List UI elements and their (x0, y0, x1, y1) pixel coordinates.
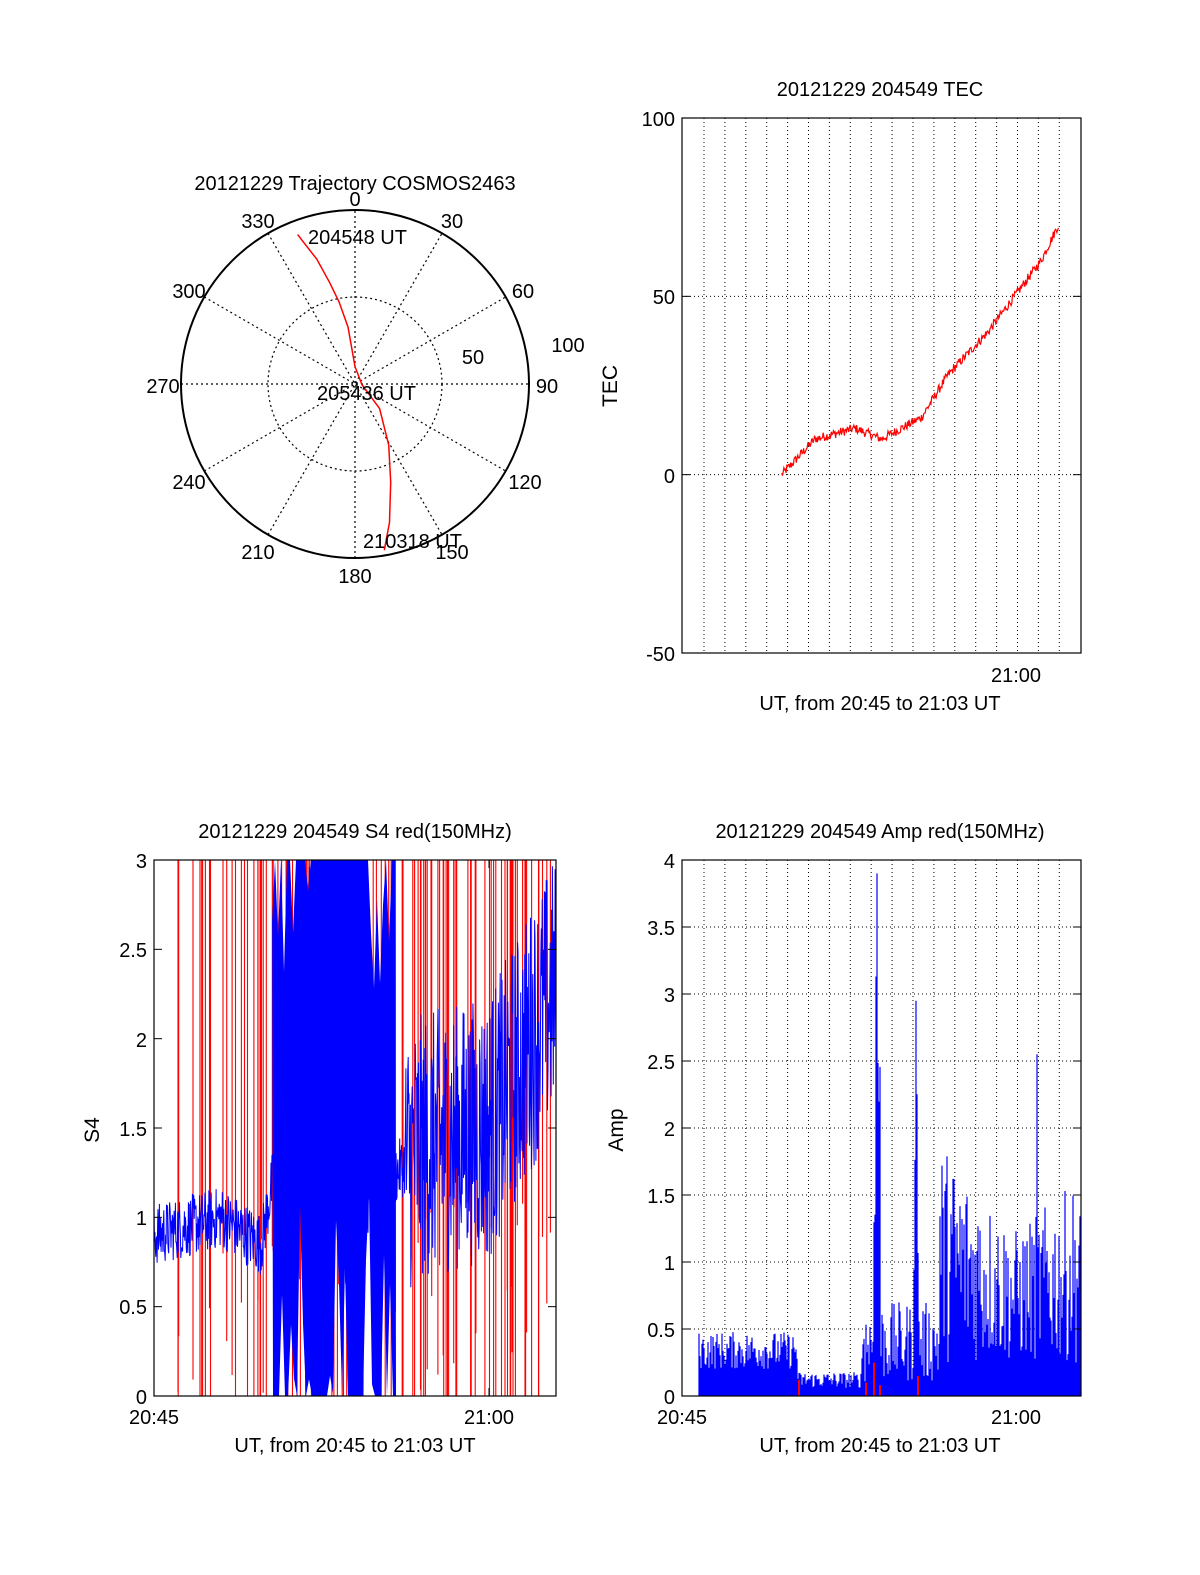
s4-blue-dense-block (272, 860, 396, 1396)
polar-radial-label-50: 50 (462, 347, 484, 369)
amp-title: 20121229 204549 Amp red(150MHz) (715, 821, 1044, 843)
s4-y-axis-label: S4 (81, 1117, 104, 1143)
amp-y-axis-label: Amp (605, 1108, 628, 1151)
s4-panel: 20121229 204549 S4 red(150MHz) S4 3 2.5 … (81, 821, 557, 1457)
polar-azimuth-label-330: 330 (241, 211, 274, 233)
polar-panel: 20121229 Trajectory COSMOS2463 0 30 60 90 12… (146, 173, 584, 588)
polar-azimuth-label-30: 30 (441, 211, 463, 233)
polar-spoke (267, 233, 443, 535)
s4-y-tick-label-3: 3 (136, 851, 147, 873)
s4-x-axis-label: UT, from 20:45 to 21:03 UT (234, 1435, 475, 1457)
tec-x-axis-label: UT, from 20:45 to 21:03 UT (759, 693, 1000, 715)
s4-title: 20121229 204549 S4 red(150MHz) (198, 821, 512, 843)
amp-blue-series (698, 873, 1081, 1396)
polar-azimuth-label-240: 240 (172, 472, 205, 494)
amp-x-axis-label: UT, from 20:45 to 21:03 UT (759, 1435, 1000, 1457)
s4-y-tick-label-2-5: 2.5 (119, 940, 147, 962)
amp-y-tick-label-2-5: 2.5 (647, 1052, 675, 1074)
amp-x-tick-label-2100: 21:00 (991, 1407, 1041, 1429)
polar-outer-circle (180, 209, 530, 559)
s4-y-tick-label-0: 0 (136, 1387, 147, 1409)
tec-y-tick-label-minus50: -50 (646, 644, 675, 666)
s4-blue-series-line (153, 859, 557, 1288)
amp-y-tick-label-1-5: 1.5 (647, 1186, 675, 1208)
polar-trajectory-line (297, 234, 392, 551)
amp-y-tick-label-3-5: 3.5 (647, 918, 675, 940)
amp-panel: 20121229 204549 Amp red(150MHz) Amp 4 3.… (605, 821, 1082, 1457)
polar-azimuth-label-120: 120 (508, 472, 541, 494)
tec-plot-frame (681, 117, 1082, 654)
polar-spoke (204, 296, 506, 472)
amp-y-tick-label-0: 0 (664, 1387, 675, 1409)
tec-x-tick-label-2100: 21:00 (991, 665, 1041, 687)
s4-plot-frame (153, 859, 557, 1397)
polar-radial-label-100: 100 (551, 335, 584, 357)
s4-y-tick-label-0-5: 0.5 (119, 1297, 147, 1319)
polar-azimuth-label-210: 210 (241, 542, 274, 564)
polar-azimuth-labels: 0 30 60 90 120 150 180 210 240 270 300 330 (146, 189, 558, 588)
polar-azimuth-label-150: 150 (435, 542, 468, 564)
polar-spoke (267, 233, 443, 535)
track-mid-label: 205436 UT (317, 383, 416, 405)
polar-azimuth-label-270: 270 (146, 376, 179, 398)
track-end-label: 210318 UT (363, 531, 462, 553)
amp-red-series (798, 1362, 919, 1396)
s4-y-tick-label-1-5: 1.5 (119, 1119, 147, 1141)
tec-y-axis-label: TEC (599, 365, 622, 407)
polar-title: 20121229 Trajectory COSMOS2463 (194, 173, 515, 195)
tec-panel: 20121229 204549 TEC TEC 21:00 UT, from 2… (599, 79, 1082, 715)
amp-y-tick-label-1: 1 (664, 1253, 675, 1275)
polar-azimuth-label-0: 0 (349, 189, 360, 211)
s4-x-tick-label-2100: 21:00 (464, 1407, 514, 1429)
s4-y-tick-label-1: 1 (136, 1208, 147, 1230)
tec-y-tick-label-50: 50 (653, 287, 675, 309)
track-start-label: 204548 UT (308, 227, 407, 249)
amp-y-tick-label-0-5: 0.5 (647, 1320, 675, 1342)
s4-x-tick-label-2045: 20:45 (129, 1407, 179, 1429)
polar-grid (181, 210, 529, 558)
polar-azimuth-label-90: 90 (536, 376, 558, 398)
s4-y-tick-label-2: 2 (136, 1030, 147, 1052)
amp-y-tick-label-3: 3 (664, 985, 675, 1007)
tec-series-line (781, 227, 1059, 476)
polar-spoke (204, 296, 506, 472)
amp-y-tick-label-4: 4 (664, 851, 675, 873)
tec-y-tick-label-0: 0 (664, 466, 675, 488)
tec-title: 20121229 204549 TEC (777, 79, 983, 101)
amp-x-tick-label-2045: 20:45 (657, 1407, 707, 1429)
amp-plot-frame (681, 859, 1082, 1397)
polar-azimuth-label-60: 60 (512, 281, 534, 303)
polar-azimuth-label-300: 300 (172, 281, 205, 303)
polar-azimuth-label-180: 180 (338, 566, 371, 588)
tec-y-tick-label-100: 100 (642, 109, 675, 131)
amp-y-tick-label-2: 2 (664, 1119, 675, 1141)
